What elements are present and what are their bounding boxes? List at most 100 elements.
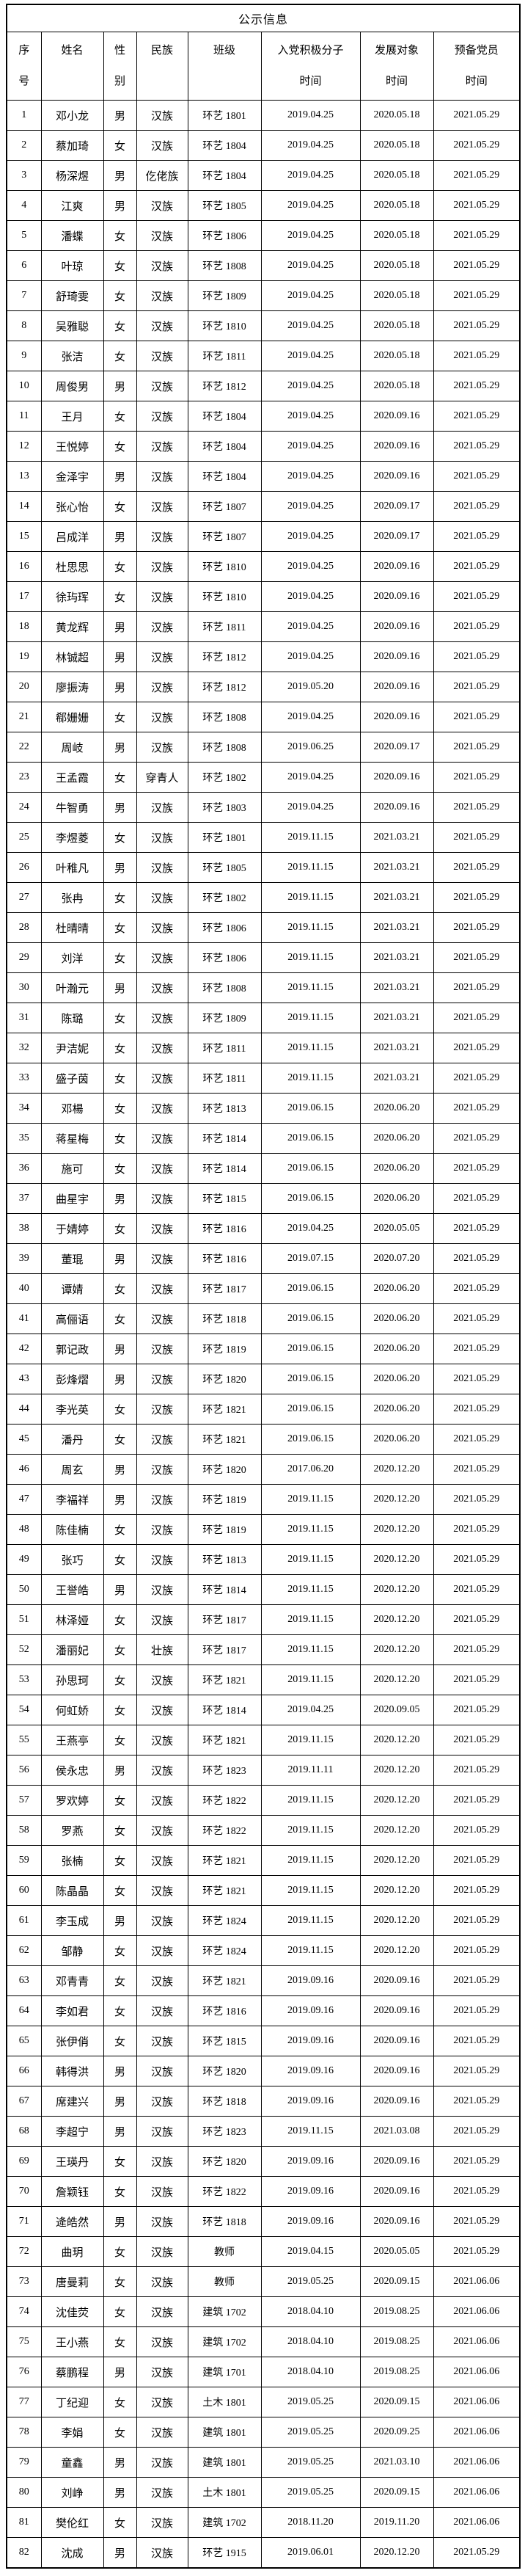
cell-activist-date: 2019.05.25	[260, 2447, 361, 2478]
cell-gender: 女	[103, 551, 137, 582]
cell-development-date: 2020.09.16	[359, 551, 434, 582]
cell-gender: 女	[103, 280, 137, 311]
cell-activist-date: 2019.04.25	[260, 581, 361, 612]
cell-index: 80	[6, 2477, 42, 2508]
cell-name: 何虹娇	[40, 1695, 104, 1725]
table-row: 57 罗欢婷女汉族 环艺 1822 2019.11.15 2020.12.20 2021.…	[6, 1785, 521, 1816]
cell-activist-date: 2019.11.15	[260, 972, 361, 1003]
cell-activist-date: 2019.09.16	[260, 2086, 361, 2117]
cell-index: 19	[6, 641, 42, 672]
cell-gender: 女	[103, 2507, 137, 2538]
table-row: 58 罗燕女汉族 环艺 1822 2019.11.15 2020.12.20 2021.0…	[6, 1815, 521, 1846]
cell-class: 环艺 1805	[187, 852, 262, 883]
cell-class: 环艺 1814	[187, 1153, 262, 1184]
cell-name: 陈佳楠	[40, 1514, 104, 1545]
cell-activist-date: 2019.11.15	[260, 942, 361, 973]
table-row: 67 席建兴男汉族 环艺 1818 2019.09.16 2020.09.16 2021.…	[6, 2086, 521, 2117]
cell-probationary-date: 2021.05.29	[433, 581, 521, 612]
cell-development-date: 2019.08.25	[359, 2357, 434, 2387]
cell-gender: 男	[103, 2086, 137, 2117]
cell-activist-date: 2018.04.10	[260, 2296, 361, 2327]
cell-activist-date: 2019.04.25	[260, 250, 361, 281]
cell-gender: 女	[103, 1785, 137, 1816]
cell-probationary-date: 2021.05.29	[433, 1785, 521, 1816]
cell-probationary-date: 2021.05.29	[433, 1845, 521, 1876]
table-row: 25 李煜菱女汉族 环艺 1801 2019.11.15 2021.03.21 2021.…	[6, 822, 521, 853]
table-row: 29 刘洋女汉族 环艺 1806 2019.11.15 2021.03.21 2021.0…	[6, 942, 521, 973]
cell-development-date: 2020.06.20	[359, 1273, 434, 1304]
cell-index: 46	[6, 1454, 42, 1485]
cell-probationary-date: 2021.05.29	[433, 280, 521, 311]
cell-ethnicity: 汉族	[136, 1905, 188, 1936]
table-row: 7 舒琦雯女汉族 环艺 1809 2019.04.25 2020.05.18 2021.0…	[6, 280, 521, 311]
cell-gender: 女	[103, 1394, 137, 1425]
cell-class: 环艺 1815	[187, 2026, 262, 2056]
table-row: 41 高俪语女汉族 环艺 1818 2019.06.15 2020.06.20 2021.…	[6, 1303, 521, 1334]
cell-probationary-date: 2021.05.29	[433, 1364, 521, 1394]
cell-activist-date: 2017.06.20	[260, 1454, 361, 1485]
cell-name: 李光英	[40, 1394, 104, 1425]
cell-ethnicity: 汉族	[136, 1875, 188, 1906]
table-head: 公示信息 序号姓名性别民族 班级 入党积极分子 时间 发展对象 时间 预备党员 时间	[6, 4, 521, 101]
cell-name: 潘丹	[40, 1424, 104, 1455]
cell-class: 建筑 1702	[187, 2296, 262, 2327]
cell-activist-date: 2019.04.25	[260, 341, 361, 371]
cell-development-date: 2020.07.20	[359, 1243, 434, 1274]
table-row: 42 郭记政男汉族 环艺 1819 2019.06.15 2020.06.20 2021.…	[6, 1334, 521, 1364]
column-header-index: 序号	[6, 32, 42, 101]
cell-probationary-date: 2021.05.29	[433, 1003, 521, 1033]
cell-name: 张心怡	[40, 491, 104, 522]
cell-index: 36	[6, 1153, 42, 1184]
cell-name: 谭婧	[40, 1273, 104, 1304]
table-row: 59 张楠女汉族 环艺 1821 2019.11.15 2020.12.20 2021.0…	[6, 1845, 521, 1876]
cell-gender: 男	[103, 1454, 137, 1485]
cell-index: 29	[6, 942, 42, 973]
cell-activist-date: 2019.11.15	[260, 1845, 361, 1876]
cell-class: 环艺 1817	[187, 1604, 262, 1635]
cell-gender: 女	[103, 822, 137, 853]
cell-development-date: 2020.05.18	[359, 100, 434, 131]
cell-ethnicity: 汉族	[136, 1785, 188, 1816]
cell-index: 40	[6, 1273, 42, 1304]
cell-activist-date: 2019.05.25	[260, 2387, 361, 2417]
cell-name: 牛智勇	[40, 792, 104, 823]
cell-development-date: 2020.09.16	[359, 2176, 434, 2207]
cell-probationary-date: 2021.05.29	[433, 1664, 521, 1695]
cell-class: 环艺 1915	[187, 2537, 262, 2569]
cell-class: 教师	[187, 2266, 262, 2297]
cell-activist-date: 2019.04.25	[260, 280, 361, 311]
cell-probationary-date: 2021.05.29	[433, 1213, 521, 1244]
cell-name: 陈璐	[40, 1003, 104, 1033]
cell-name: 李福祥	[40, 1484, 104, 1515]
header-line1: 姓名	[61, 44, 84, 57]
cell-probationary-date: 2021.05.29	[433, 190, 521, 221]
cell-development-date: 2021.03.21	[359, 1003, 434, 1033]
cell-probationary-date: 2021.05.29	[433, 160, 521, 191]
cell-probationary-date: 2021.05.29	[433, 1063, 521, 1094]
cell-ethnicity: 汉族	[136, 2116, 188, 2147]
cell-index: 69	[6, 2146, 42, 2177]
cell-ethnicity: 汉族	[136, 942, 188, 973]
cell-ethnicity: 汉族	[136, 280, 188, 311]
cell-activist-date: 2019.04.25	[260, 762, 361, 793]
cell-name: 王悦婷	[40, 431, 104, 462]
cell-class: 环艺 1811	[187, 1063, 262, 1094]
cell-index: 6	[6, 250, 42, 281]
cell-ethnicity: 汉族	[136, 1544, 188, 1575]
cell-probationary-date: 2021.05.29	[433, 1695, 521, 1725]
cell-index: 56	[6, 1755, 42, 1786]
cell-name: 廖振涛	[40, 672, 104, 702]
cell-ethnicity: 汉族	[136, 1093, 188, 1124]
header-line1: 性	[114, 44, 125, 57]
cell-index: 39	[6, 1243, 42, 1274]
cell-index: 49	[6, 1544, 42, 1575]
cell-probationary-date: 2021.05.29	[433, 100, 521, 131]
cell-gender: 女	[103, 1153, 137, 1184]
table-row: 5 潘蝶女汉族 环艺 1806 2019.04.25 2020.05.18 2021.05…	[6, 220, 521, 251]
cell-activist-date: 2019.06.15	[260, 1093, 361, 1124]
cell-class: 环艺 1809	[187, 280, 262, 311]
cell-development-date: 2019.11.20	[359, 2507, 434, 2538]
cell-probationary-date: 2021.05.29	[433, 1424, 521, 1455]
cell-gender: 男	[103, 100, 137, 131]
cell-index: 57	[6, 1785, 42, 1816]
